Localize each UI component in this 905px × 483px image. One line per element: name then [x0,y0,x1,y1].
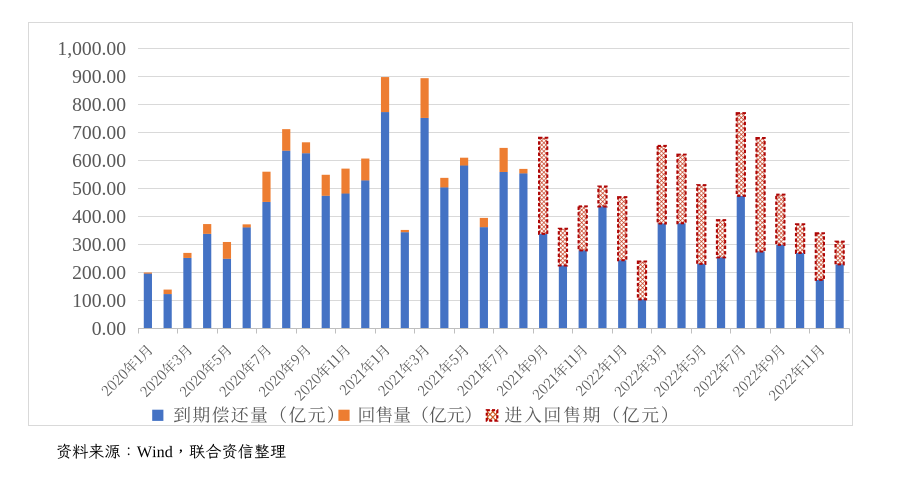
svg-text:400.00: 400.00 [72,207,126,228]
svg-text:700.00: 700.00 [72,123,126,144]
svg-text:300.00: 300.00 [72,235,126,256]
svg-text:0.00: 0.00 [92,319,126,340]
svg-text:900.00: 900.00 [72,67,126,88]
svg-text:100.00: 100.00 [72,291,126,312]
svg-text:200.00: 200.00 [72,263,126,284]
svg-text:800.00: 800.00 [72,95,126,116]
svg-text:600.00: 600.00 [72,151,126,172]
svg-text:500.00: 500.00 [72,179,126,200]
svg-text:1,000.00: 1,000.00 [57,39,126,60]
